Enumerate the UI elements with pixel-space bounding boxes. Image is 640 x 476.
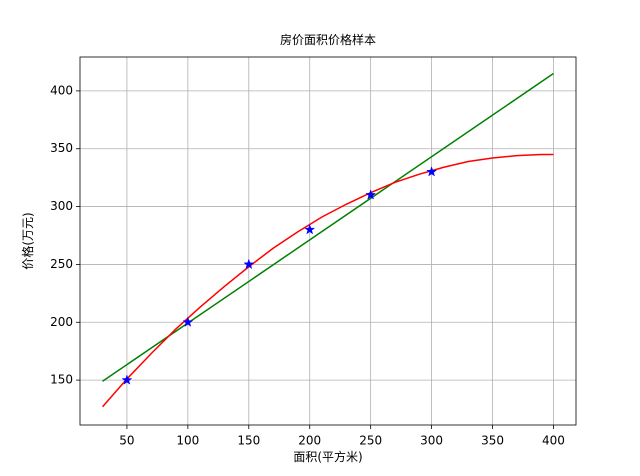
x-tick-label: 250 [359,434,382,448]
x-axis-label: 面积(平方米) [293,449,362,464]
y-tick-label: 150 [50,373,73,387]
data-point [182,316,194,327]
chart-title: 房价面积价格样本 [280,32,376,47]
y-tick-label: 400 [50,83,73,97]
x-tick-label: 350 [481,434,504,448]
plot-frame [79,56,577,426]
data-point [243,258,255,270]
y-axis-label: 价格(万元) [20,212,35,269]
y-tick-label: 200 [50,315,73,329]
x-tick-label: 50 [119,434,134,448]
data-point [304,223,316,235]
y-tick-label: 350 [50,141,73,155]
data-point [365,189,377,200]
data-point [121,374,133,385]
data-point [426,166,438,177]
x-tick-label: 150 [237,434,260,448]
fit-line [101,153,554,408]
fit-line [102,72,554,382]
x-tick-label: 400 [542,434,565,448]
x-tick-label: 200 [298,434,321,448]
x-tick-label: 100 [176,434,199,448]
y-tick-label: 300 [50,199,73,213]
y-tick-label: 250 [50,257,73,271]
x-tick-label: 300 [420,434,443,448]
